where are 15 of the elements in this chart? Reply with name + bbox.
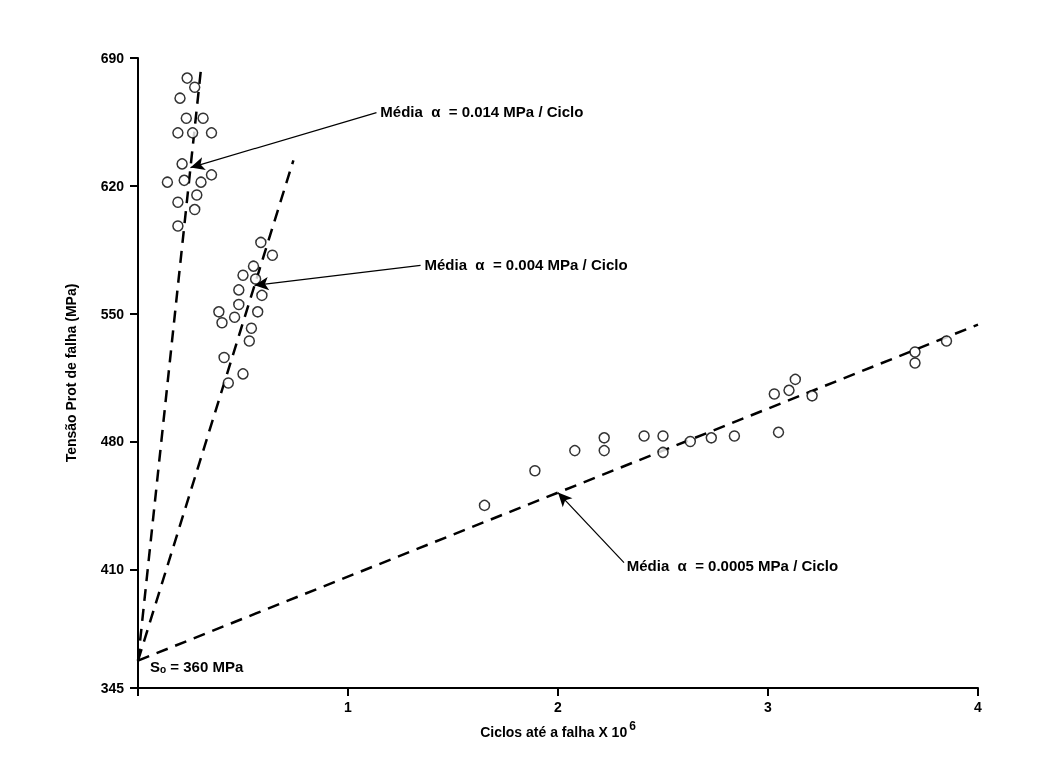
x-tick-label: 2 [554,699,563,715]
x-tick-label: 4 [974,699,983,715]
x-tick-label: 1 [344,699,353,715]
x-tick-label: 3 [764,699,773,715]
y-tick-label: 690 [100,50,125,66]
y-axis-title: Tensão Prot de falha (MPa) [63,283,79,463]
annotation: Média α = 0.004 MPa / Ciclo [424,256,628,274]
y-tick-label: 480 [100,433,125,450]
y-tick-label: 410 [100,561,125,578]
y-tick-label: 620 [100,177,125,194]
annotation: Média α = 0.0005 MPa / Ciclo [626,557,839,575]
y-tick-label: 345 [100,680,125,696]
y-tick-label: 550 [100,305,125,322]
annotation: Sₒ = 360 MPa [150,658,244,676]
annotation: Média α = 0.014 MPa / Ciclo [380,102,584,120]
